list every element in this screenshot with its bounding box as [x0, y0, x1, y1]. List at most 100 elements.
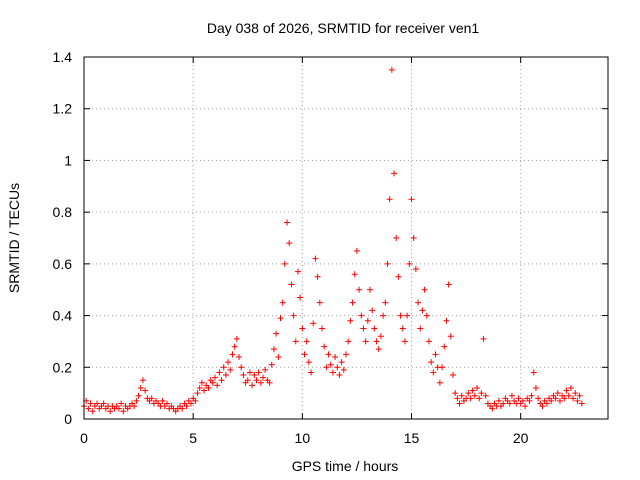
x-tick-label: 0: [80, 430, 88, 446]
data-point: [299, 325, 306, 332]
data-point: [345, 338, 352, 345]
data-point: [183, 403, 190, 410]
data-point: [432, 351, 439, 358]
data-point: [340, 366, 347, 373]
data-point: [187, 400, 194, 407]
data-point: [441, 343, 448, 350]
data-point: [229, 351, 236, 358]
data-point: [576, 392, 583, 399]
data-point: [159, 397, 166, 404]
data-point: [321, 343, 328, 350]
x-tick-label: 5: [189, 430, 197, 446]
data-point: [305, 359, 312, 366]
data-point: [423, 312, 430, 319]
data-point: [515, 395, 522, 402]
data-point: [227, 366, 234, 373]
data-point: [530, 369, 537, 376]
data-point: [380, 312, 387, 319]
data-point: [290, 312, 297, 319]
data-point: [292, 338, 299, 345]
data-point: [382, 299, 389, 306]
y-tick-label: 0: [64, 411, 72, 427]
data-point: [281, 260, 288, 267]
y-tick-label: 0.8: [53, 204, 73, 220]
data-point: [131, 403, 138, 410]
grid: [84, 57, 608, 419]
data-point: [425, 338, 432, 345]
data-point: [118, 400, 125, 407]
data-point: [369, 307, 376, 314]
data-point: [522, 403, 529, 410]
data-point: [268, 361, 275, 368]
data-point: [314, 273, 321, 280]
data-point: [535, 395, 542, 402]
data-point: [356, 286, 363, 293]
data-point: [574, 397, 581, 404]
data-point: [236, 353, 243, 360]
data-point: [474, 384, 480, 391]
data-point: [135, 392, 142, 399]
data-point: [332, 353, 339, 360]
data-point: [89, 408, 96, 415]
data-point: [310, 320, 317, 327]
data-point: [107, 408, 114, 415]
data-point: [115, 405, 122, 412]
x-tick-label: 10: [295, 430, 311, 446]
data-point: [565, 392, 572, 399]
data-point: [294, 268, 301, 275]
data-point: [500, 400, 507, 407]
data-point: [465, 390, 472, 397]
data-point: [404, 312, 411, 319]
data-point: [353, 247, 360, 254]
data-point: [375, 346, 382, 353]
data-point: [371, 325, 378, 332]
data-point: [220, 364, 227, 371]
data-point: [253, 377, 260, 384]
data-point: [452, 390, 459, 397]
data-point: [471, 392, 478, 399]
data-point: [449, 372, 456, 379]
data-point: [179, 405, 186, 412]
data-point: [447, 333, 454, 340]
data-point: [508, 392, 515, 399]
data-point: [192, 397, 199, 404]
data-point: [506, 400, 513, 407]
data-point: [554, 390, 561, 397]
data-point: [275, 353, 282, 360]
y-tick-label: 0.6: [53, 256, 73, 272]
data-point: [120, 408, 127, 415]
data-point: [262, 366, 269, 373]
data-point: [329, 369, 336, 376]
data-point: [318, 325, 325, 332]
data-point: [526, 397, 533, 404]
data-point: [148, 395, 155, 402]
data-point: [528, 392, 535, 399]
data-point: [482, 392, 489, 399]
data-point: [480, 335, 487, 342]
data-point: [391, 170, 398, 177]
data-point: [133, 397, 140, 404]
data-point: [386, 196, 393, 203]
data-point: [325, 351, 332, 358]
data-point: [316, 299, 323, 306]
data-point: [246, 369, 253, 376]
data-point: [303, 338, 310, 345]
data-point: [266, 379, 273, 386]
data-point: [94, 400, 101, 407]
data-point: [238, 364, 245, 371]
data-point: [476, 395, 483, 402]
data-point: [548, 397, 555, 404]
data-point: [87, 400, 94, 407]
data-point: [196, 384, 203, 391]
data-point: [260, 374, 267, 381]
data-point: [421, 286, 428, 293]
data-point: [539, 403, 546, 410]
data-point: [349, 299, 356, 306]
data-point: [556, 397, 563, 404]
data-point: [225, 359, 232, 366]
data-point: [561, 395, 568, 402]
data-point: [570, 395, 577, 402]
data-point: [552, 395, 559, 402]
data-point: [373, 338, 380, 345]
data-point: [412, 266, 419, 273]
